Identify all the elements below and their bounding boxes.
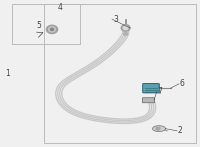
Circle shape <box>49 27 55 32</box>
FancyBboxPatch shape <box>142 98 155 103</box>
Circle shape <box>50 28 54 31</box>
Circle shape <box>124 32 128 35</box>
Circle shape <box>46 25 58 34</box>
Bar <box>12 4 80 44</box>
Ellipse shape <box>153 126 166 132</box>
FancyBboxPatch shape <box>143 84 159 93</box>
Text: 6: 6 <box>180 79 184 88</box>
Circle shape <box>156 127 160 130</box>
Circle shape <box>121 25 130 31</box>
Text: 1: 1 <box>6 69 10 78</box>
Text: 5: 5 <box>37 21 41 30</box>
Text: 3: 3 <box>114 15 118 24</box>
Bar <box>44 4 196 143</box>
Text: 4: 4 <box>58 3 62 12</box>
Text: 7: 7 <box>158 87 162 96</box>
Circle shape <box>123 26 128 30</box>
Text: 2: 2 <box>178 126 182 135</box>
